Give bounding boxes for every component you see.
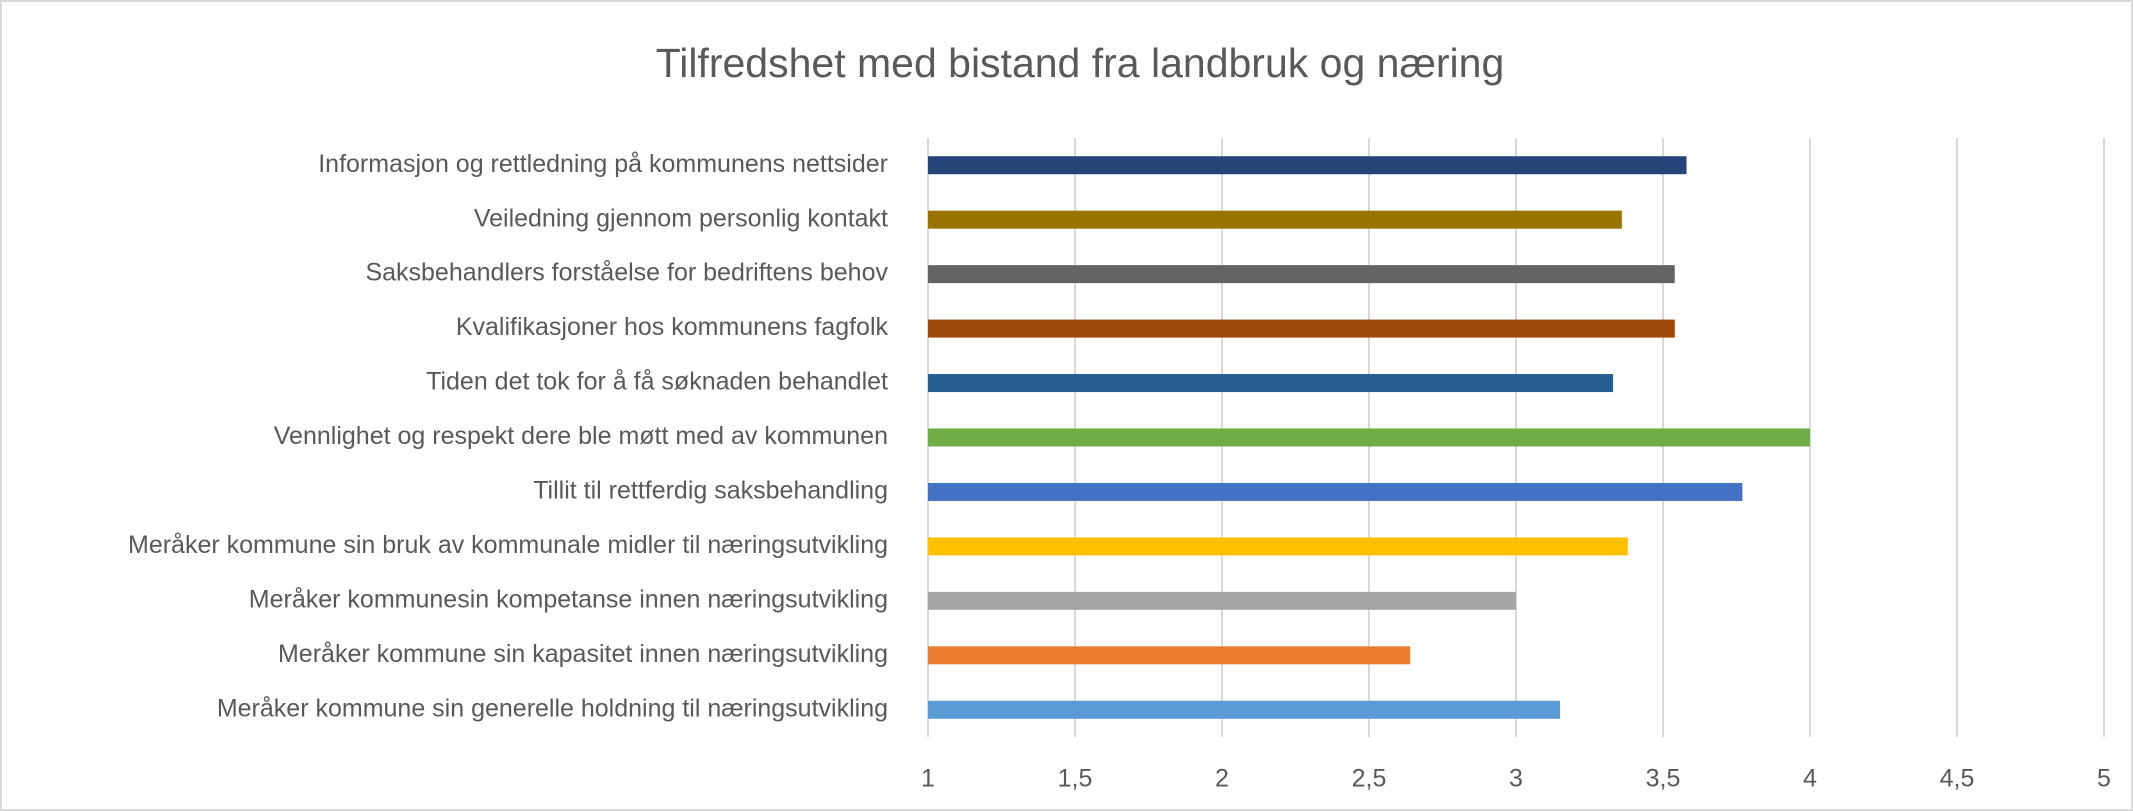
bar	[928, 319, 1675, 338]
bar	[928, 210, 1622, 229]
y-tick-label: Saksbehandlers forståelse for bedriftens…	[365, 259, 888, 287]
x-tick-label: 3,5	[1646, 765, 1681, 793]
x-tick-label: 1	[921, 765, 935, 793]
y-tick-label: Informasjon og rettledning på kommunens …	[318, 150, 888, 178]
y-tick-label: Vennlighet og respekt dere ble møtt med …	[274, 422, 888, 450]
y-tick-label: Kvalifikasjoner hos kommunens fagfolk	[456, 313, 889, 341]
bar	[928, 374, 1614, 393]
bar	[928, 700, 1561, 719]
x-tick-label: 1,5	[1058, 765, 1093, 793]
bar	[928, 428, 1810, 447]
x-tick-label: 2	[1215, 765, 1229, 793]
x-tick-label: 3	[1509, 765, 1523, 793]
y-tick-label: Meråker kommune sin bruk av kommunale mi…	[128, 531, 888, 559]
x-tick-label: 2,5	[1352, 765, 1387, 793]
bar	[928, 156, 1687, 175]
bar	[928, 591, 1516, 610]
x-tick-label: 5	[2097, 765, 2111, 793]
chart-title: Tilfredshet med bistand fra landbruk og …	[656, 40, 1505, 86]
bar	[928, 537, 1628, 556]
bar	[928, 646, 1411, 665]
y-tick-label: Meråker kommunesin kompetanse innen næri…	[249, 585, 888, 613]
y-tick-label: Tiden det tok for å få søknaden behandle…	[426, 368, 888, 396]
y-tick-label: Tillit til rettferdig saksbehandling	[533, 477, 888, 505]
x-tick-label: 4	[1803, 765, 1817, 793]
y-tick-label: Meråker kommune sin generelle holdning t…	[217, 694, 888, 722]
bar	[928, 265, 1675, 284]
y-tick-label: Meråker kommune sin kapasitet innen næri…	[278, 640, 888, 668]
y-tick-label: Veiledning gjennom personlig kontakt	[474, 204, 888, 232]
bar	[928, 482, 1743, 501]
x-tick-label: 4,5	[1940, 765, 1975, 793]
